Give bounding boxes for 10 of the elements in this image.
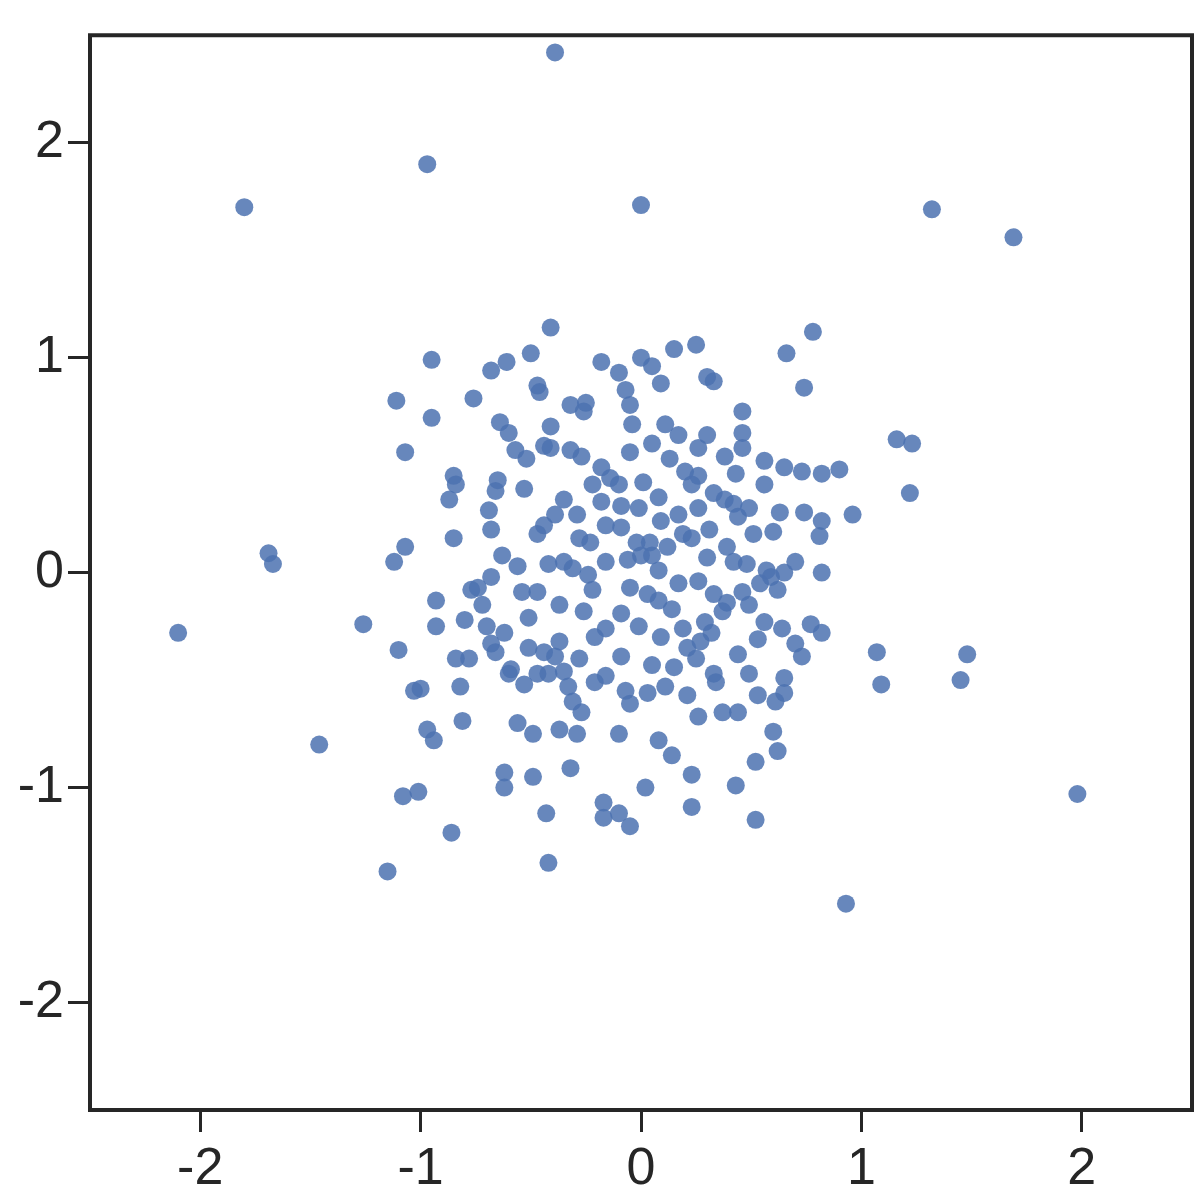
- x-tick-label: 0: [626, 1136, 656, 1195]
- x-tick-label: -2: [177, 1136, 224, 1195]
- y-tick-label: 0: [35, 539, 64, 598]
- x-tick-label: -1: [397, 1136, 444, 1195]
- y-tick-label: -1: [17, 754, 64, 813]
- y-tick-label: 1: [35, 324, 64, 383]
- y-tick-label: 2: [35, 110, 64, 169]
- x-tick-label: 1: [846, 1136, 876, 1195]
- y-tick-label: -2: [17, 969, 64, 1028]
- x-tick-label: 2: [1067, 1136, 1097, 1195]
